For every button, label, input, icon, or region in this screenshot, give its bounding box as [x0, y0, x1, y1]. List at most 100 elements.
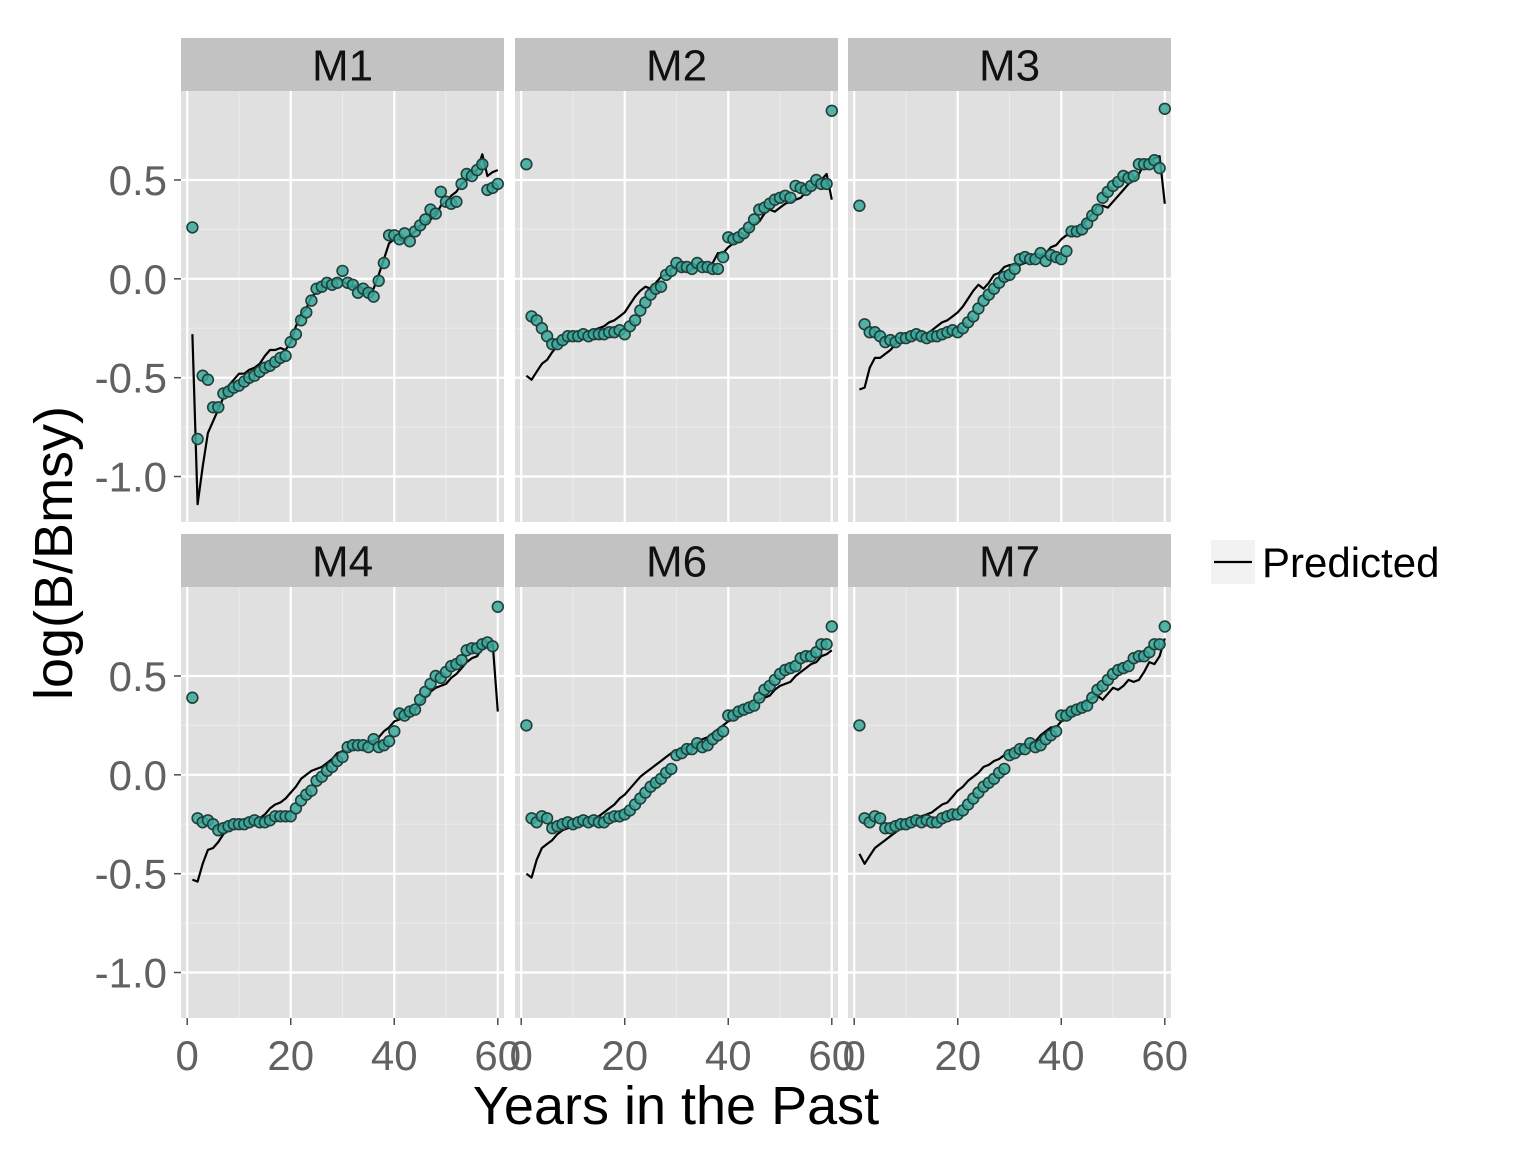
y-axis-title: log(B/Bmsy): [24, 406, 84, 700]
data-point: [820, 638, 833, 651]
data-point: [1049, 725, 1063, 738]
data-point: [372, 274, 385, 287]
panel-m6: M6: [515, 534, 838, 1018]
y-tick-label: 0.0: [109, 752, 167, 799]
legend-label: Predicted: [1262, 539, 1439, 586]
x-tick-label: 60: [474, 1032, 521, 1079]
data-point: [747, 213, 761, 226]
strip-label: M3: [979, 42, 1040, 91]
data-point: [654, 280, 668, 293]
data-point: [450, 195, 463, 208]
y-tick-label: -0.5: [95, 355, 167, 402]
data-point: [520, 158, 533, 171]
x-tick-label: 40: [705, 1032, 752, 1079]
data-point: [388, 725, 401, 738]
panel-m7: M7: [848, 534, 1172, 1018]
data-point: [825, 620, 838, 633]
strip-label: M6: [646, 538, 707, 587]
data-point: [1060, 244, 1073, 258]
data-point: [1008, 262, 1021, 276]
x-tick-label: 40: [1038, 1032, 1085, 1079]
data-point: [377, 256, 391, 270]
data-point: [628, 314, 642, 327]
data-point: [820, 177, 833, 191]
data-point: [429, 207, 442, 220]
data-point: [455, 653, 468, 667]
data-point: [305, 294, 318, 307]
strip-label: M2: [646, 42, 707, 91]
data-point: [186, 691, 199, 704]
data-point: [486, 640, 499, 653]
x-tick-label: 0: [843, 1032, 866, 1079]
data-point: [367, 290, 380, 303]
strip-background: [515, 534, 838, 587]
data-point: [300, 306, 313, 319]
data-point: [1127, 169, 1140, 183]
strip-background: [181, 534, 504, 587]
data-point: [1158, 102, 1172, 116]
strip-background: [848, 38, 1171, 91]
x-tick-label: 60: [808, 1032, 855, 1079]
panel-m1: M1: [181, 38, 504, 522]
data-point: [419, 213, 432, 226]
data-point: [336, 750, 349, 764]
data-point: [191, 432, 204, 446]
data-point: [279, 349, 292, 363]
data-point: [1091, 203, 1104, 216]
panel-m2: M2: [515, 38, 838, 522]
data-point: [716, 725, 730, 738]
x-tick-label: 60: [1141, 1032, 1188, 1079]
strip-background: [515, 38, 838, 91]
data-point: [434, 185, 447, 199]
strip-background: [848, 534, 1171, 587]
data-point: [331, 276, 344, 289]
y-tick-label: -1.0: [95, 950, 167, 997]
data-point: [540, 812, 554, 825]
x-tick-label: 0: [176, 1032, 199, 1079]
strip-background: [181, 38, 504, 91]
x-tick-label: 20: [267, 1032, 314, 1079]
panel-m3: M3: [848, 38, 1172, 522]
y-tick-label: 0.5: [109, 653, 167, 700]
x-tick-label: 40: [371, 1032, 418, 1079]
data-point: [491, 600, 504, 613]
y-tick-label: 0.0: [109, 256, 167, 303]
data-point: [289, 328, 303, 341]
data-point: [716, 250, 730, 264]
x-axis-title: Years in the Past: [473, 1076, 879, 1136]
panels-group: M1 M2 M3 M4 M6 M7: [181, 38, 1172, 1018]
data-point: [853, 199, 866, 212]
panel-m4: M4: [181, 534, 504, 1018]
data-point: [382, 734, 396, 748]
data-point: [873, 812, 887, 825]
data-point: [784, 191, 797, 205]
data-point: [201, 373, 215, 386]
data-point: [491, 177, 504, 191]
axes-group: -1.0 -0.5 0.0 0.5 0 20 40 60 -1.0 -0.5 0.0 0.5 0 20 40…: [95, 157, 1189, 1079]
y-tick-label: 0.5: [109, 157, 167, 204]
data-point: [212, 401, 225, 414]
x-tick-label: 0: [510, 1032, 533, 1079]
legend: Predicted: [1211, 539, 1439, 586]
data-point: [186, 221, 199, 234]
data-point: [1153, 638, 1166, 651]
data-point: [336, 264, 349, 278]
strip-label: M1: [312, 42, 373, 91]
data-point: [408, 703, 422, 716]
strip-label: M4: [312, 538, 373, 587]
data-point: [520, 719, 533, 732]
strip-label: M7: [979, 538, 1040, 587]
y-tick-label: -1.0: [95, 454, 167, 501]
data-point: [1153, 161, 1166, 175]
data-point: [998, 762, 1011, 776]
data-point: [825, 104, 838, 118]
y-tick-label: -0.5: [95, 851, 167, 898]
data-point: [455, 177, 468, 191]
x-tick-label: 20: [601, 1032, 648, 1079]
x-tick-label: 20: [934, 1032, 981, 1079]
data-point: [711, 262, 725, 276]
data-point: [665, 762, 678, 776]
data-point: [853, 719, 866, 732]
data-point: [476, 158, 489, 171]
